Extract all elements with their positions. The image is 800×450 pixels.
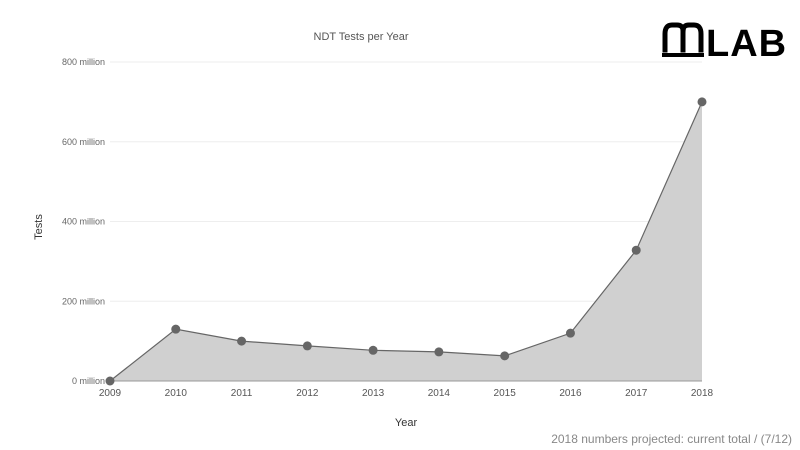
x-tick-label: 2011 (231, 388, 253, 399)
data-point (434, 347, 444, 357)
y-tick-label: 400 million (62, 217, 105, 227)
x-tick-label: 2015 (494, 388, 517, 399)
mlab-logo: LAB (662, 22, 787, 65)
area-layer (109, 101, 703, 382)
m-logo-icon (662, 22, 704, 57)
data-point (565, 328, 575, 338)
projection-footnote: 2018 numbers projected: current total / … (551, 432, 792, 446)
data-point (237, 336, 247, 346)
data-point (631, 245, 641, 255)
y-axis-ticks: 0 million 200 million 400 million 600 milli… (62, 57, 105, 386)
area-fill (110, 101, 702, 381)
data-point (105, 376, 115, 386)
series-line (109, 101, 703, 382)
x-tick-label: 2018 (691, 388, 714, 399)
markers (105, 97, 707, 386)
data-point (171, 324, 181, 334)
y-tick-label: 0 million (72, 376, 105, 386)
x-tick-label: 2012 (296, 388, 319, 399)
data-point (368, 345, 378, 355)
data-point (500, 351, 510, 361)
logo-text: LAB (706, 23, 787, 65)
data-point (697, 97, 707, 107)
x-tick-label: 2010 (165, 388, 188, 399)
x-axis-title: Year (395, 417, 418, 429)
y-axis-title: Tests (33, 214, 45, 240)
chart-title: NDT Tests per Year (314, 31, 409, 43)
data-point (302, 341, 312, 351)
x-tick-label: 2013 (362, 388, 385, 399)
y-tick-label: 600 million (62, 137, 105, 147)
x-tick-label: 2017 (625, 388, 648, 399)
x-tick-label: 2009 (99, 388, 122, 399)
y-tick-label: 200 million (62, 296, 105, 306)
x-tick-label: 2014 (428, 388, 451, 399)
x-tick-label: 2016 (559, 388, 582, 399)
x-axis-ticks: 2009 2010 2011 2012 2013 2014 2015 2016 2017 2018 (99, 388, 714, 399)
y-tick-label: 800 million (62, 57, 105, 67)
